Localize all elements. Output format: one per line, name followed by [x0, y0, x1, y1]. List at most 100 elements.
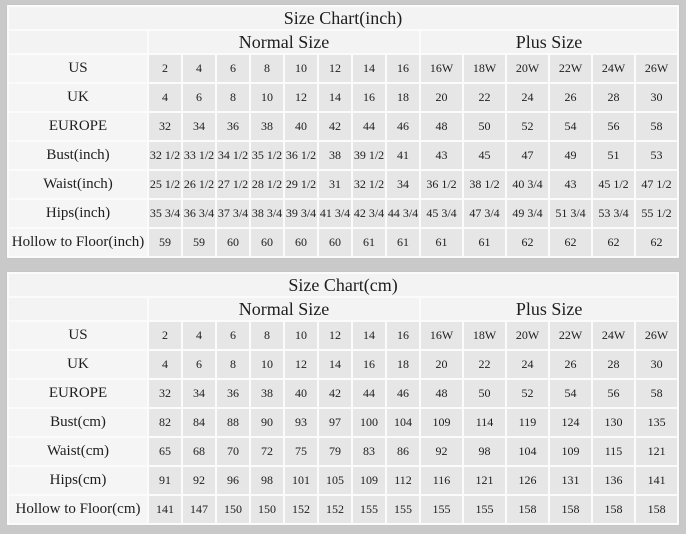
size-value-cell: 38	[251, 380, 283, 407]
size-value-cell: 116	[421, 467, 462, 494]
size-value-cell: 32 1/2	[149, 142, 181, 169]
size-value-cell: 136	[593, 467, 634, 494]
table-row: UK 4 6 8 10 12 14 16 18 20 22 24 26 28 30	[9, 84, 677, 111]
size-value-cell: 45 1/2	[593, 171, 634, 198]
size-value-cell: 16W	[421, 55, 462, 82]
size-value-cell: 46	[387, 113, 419, 140]
size-value-cell: 26W	[636, 55, 677, 82]
size-value-cell: 20W	[507, 322, 548, 349]
size-value-cell: 38	[251, 113, 283, 140]
size-value-cell: 98	[251, 467, 283, 494]
size-value-cell: 155	[464, 496, 505, 523]
size-value-cell: 43	[421, 142, 462, 169]
row-label-cell: UK	[9, 84, 147, 111]
size-value-cell: 93	[285, 409, 317, 436]
table-row: Hollow to Floor(cm) 141 147 150 150 152 152 155…	[9, 496, 678, 523]
size-value-cell: 141	[149, 496, 181, 523]
size-value-cell: 62	[636, 229, 677, 256]
size-chart-inch-table: Size Chart(inch) Normal Size Plus Size US 2 4…	[6, 4, 680, 259]
size-value-cell: 72	[251, 438, 283, 465]
size-value-cell: 158	[636, 496, 678, 523]
size-value-cell: 90	[251, 409, 283, 436]
size-value-cell: 30	[636, 84, 677, 111]
row-label-cell: Hollow to Floor(inch)	[9, 229, 147, 256]
size-value-cell: 48	[421, 113, 462, 140]
size-value-cell: 58	[636, 380, 678, 407]
size-value-cell: 135	[636, 409, 678, 436]
size-value-cell: 20W	[507, 55, 548, 82]
size-value-cell: 96	[217, 467, 249, 494]
size-value-cell: 51 3/4	[550, 200, 591, 227]
row-label-cell: EUROPE	[9, 113, 147, 140]
size-value-cell: 48	[421, 380, 462, 407]
row-label-cell: Bust(inch)	[9, 142, 147, 169]
size-value-cell: 28	[593, 351, 634, 378]
size-value-cell: 36 1/2	[285, 142, 317, 169]
size-value-cell: 38 3/4	[251, 200, 283, 227]
size-value-cell: 35 1/2	[251, 142, 283, 169]
size-value-cell: 104	[387, 409, 419, 436]
size-value-cell: 60	[319, 229, 351, 256]
size-value-cell: 44 3/4	[387, 200, 419, 227]
size-value-cell: 44	[353, 113, 385, 140]
table-row: Hips(cm) 91 92 96 98 101 105 109 112 116 121 126 131…	[9, 467, 678, 494]
size-value-cell: 105	[319, 467, 351, 494]
size-value-cell: 60	[217, 229, 249, 256]
size-value-cell: 12	[285, 351, 317, 378]
size-chart-title: Size Chart(cm)	[9, 274, 678, 296]
size-value-cell: 10	[251, 84, 283, 111]
size-value-cell: 14	[353, 55, 385, 82]
size-value-cell: 39 1/2	[353, 142, 385, 169]
size-value-cell: 8	[217, 84, 249, 111]
size-value-cell: 34 1/2	[217, 142, 249, 169]
size-value-cell: 152	[285, 496, 317, 523]
column-group-header-plus-size: Plus Size	[421, 298, 678, 320]
size-value-cell: 2	[149, 55, 181, 82]
size-value-cell: 14	[353, 322, 385, 349]
size-value-cell: 53 3/4	[593, 200, 634, 227]
table-row: Hollow to Floor(inch) 59 59 60 60 60 60 61 61 61 6…	[9, 229, 677, 256]
size-value-cell: 119	[507, 409, 548, 436]
size-value-cell: 75	[285, 438, 317, 465]
size-value-cell: 24W	[593, 322, 634, 349]
size-value-cell: 32 1/2	[353, 171, 385, 198]
size-value-cell: 53	[636, 142, 677, 169]
column-group-row: Normal Size Plus Size	[9, 298, 678, 320]
row-label-cell: Bust(cm)	[9, 409, 147, 436]
size-value-cell: 36	[217, 380, 249, 407]
size-value-cell: 50	[464, 113, 505, 140]
size-value-cell: 56	[593, 380, 634, 407]
size-value-cell: 27 1/2	[217, 171, 249, 198]
size-value-cell: 8	[251, 322, 283, 349]
size-value-cell: 158	[507, 496, 548, 523]
size-value-cell: 62	[507, 229, 548, 256]
size-value-cell: 40	[285, 380, 317, 407]
size-value-cell: 115	[593, 438, 634, 465]
size-value-cell: 54	[550, 380, 591, 407]
size-value-cell: 52	[507, 113, 548, 140]
size-value-cell: 62	[550, 229, 591, 256]
size-value-cell: 50	[464, 380, 505, 407]
size-value-cell: 16W	[421, 322, 462, 349]
size-value-cell: 42 3/4	[353, 200, 385, 227]
row-label-cell: Hips(inch)	[9, 200, 147, 227]
size-value-cell: 37 3/4	[217, 200, 249, 227]
size-chart-page: Size Chart(inch) Normal Size Plus Size US 2 4…	[0, 4, 686, 534]
size-value-cell: 40	[285, 113, 317, 140]
size-value-cell: 59	[149, 229, 181, 256]
size-value-cell: 6	[217, 322, 249, 349]
size-value-cell: 56	[593, 113, 634, 140]
size-value-cell: 61	[421, 229, 462, 256]
table-row: EUROPE 32 34 36 38 40 42 44 46 48 50 52 54 56 58	[9, 113, 677, 140]
size-value-cell: 35 3/4	[149, 200, 181, 227]
size-value-cell: 121	[636, 438, 678, 465]
size-value-cell: 130	[593, 409, 634, 436]
size-value-cell: 18	[387, 84, 419, 111]
size-value-cell: 14	[319, 351, 351, 378]
size-value-cell: 65	[149, 438, 181, 465]
size-value-cell: 121	[464, 467, 505, 494]
size-value-cell: 6	[217, 55, 249, 82]
size-value-cell: 155	[353, 496, 385, 523]
table-row: Hips(inch) 35 3/4 36 3/4 37 3/4 38 3/4 39 3/4…	[9, 200, 677, 227]
size-chart-cm-table: Size Chart(cm) Normal Size Plus Size US 2 4 6 8…	[6, 271, 681, 526]
